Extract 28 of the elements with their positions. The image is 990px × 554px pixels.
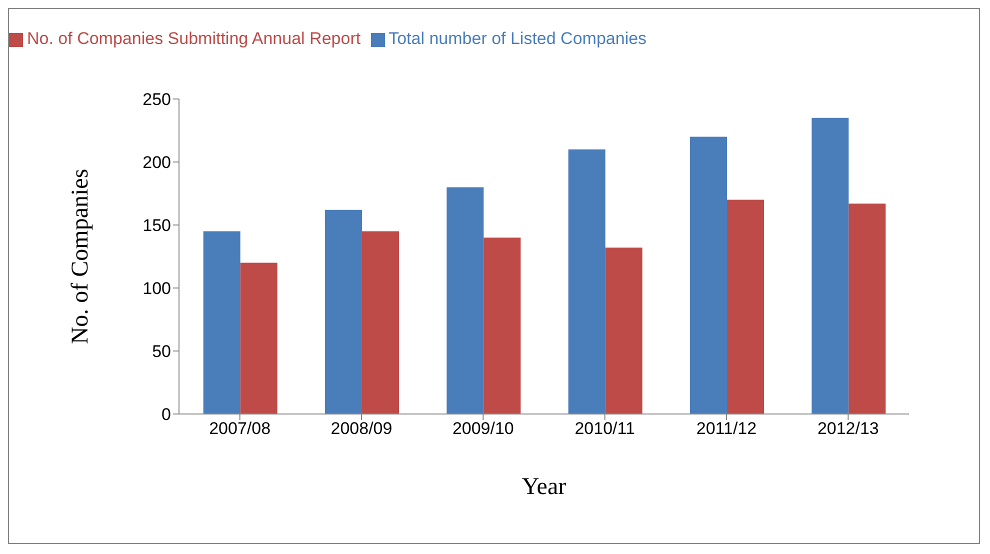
x-tick-label: 2009/10	[452, 419, 514, 438]
y-axis-title: No. of Companies	[68, 168, 94, 344]
bar	[690, 136, 727, 414]
x-tick-label: 2011/12	[696, 419, 757, 438]
x-tick-label: 2008/09	[330, 419, 392, 438]
x-axis-title: Year	[522, 474, 566, 500]
bar	[325, 210, 362, 414]
bar	[848, 204, 886, 414]
y-tick-label: 0	[162, 405, 171, 424]
bar	[605, 248, 642, 414]
x-tick-label: 2010/11	[574, 419, 635, 438]
bar	[446, 187, 484, 414]
legend-label: No. of Companies Submitting Annual Report	[27, 29, 361, 48]
bar	[203, 231, 240, 414]
legend-label: Total number of Listed Companies	[388, 29, 647, 48]
y-tick-label: 50	[152, 342, 171, 362]
bar	[484, 238, 521, 414]
bar	[812, 118, 849, 414]
bar	[240, 262, 278, 414]
bar	[362, 231, 399, 414]
bar	[568, 149, 606, 414]
x-tick-label: 2007/08	[209, 419, 271, 438]
y-tick-label: 150	[142, 216, 171, 236]
y-tick-label: 200	[142, 153, 171, 172]
y-tick-label: 100	[142, 279, 171, 298]
x-tick-label: 2012/13	[817, 419, 879, 438]
y-tick-label: 250	[142, 90, 171, 110]
bar	[727, 200, 764, 414]
